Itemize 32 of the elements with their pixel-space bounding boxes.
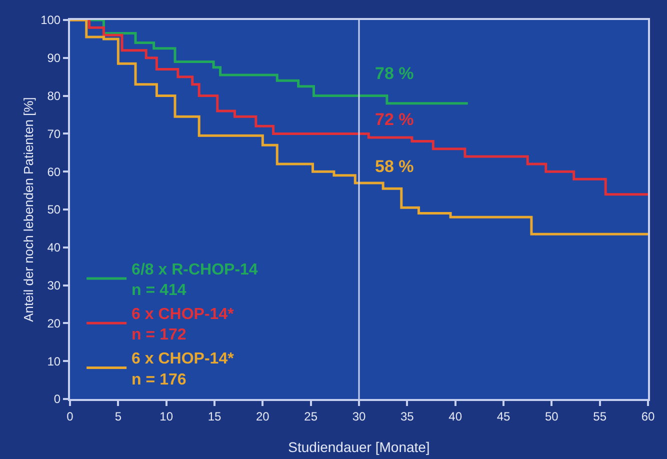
x-tick-label: 15 xyxy=(208,409,222,424)
x-tick-label: 40 xyxy=(448,409,462,424)
y-tick-label: 80 xyxy=(47,89,61,103)
legend-label: 6 x CHOP-14* n = 176 xyxy=(132,350,235,388)
annotation: 78 % xyxy=(375,64,414,83)
annotation: 58 % xyxy=(375,157,414,176)
y-tick-label: 90 xyxy=(47,51,61,66)
y-tick-label: 60 xyxy=(47,164,61,179)
x-tick-label: 35 xyxy=(400,409,414,424)
legend-label: 6 x CHOP-14* n = 172 xyxy=(132,306,235,344)
x-tick-label: 30 xyxy=(352,409,366,424)
x-axis-title: Studiendauer [Monate] xyxy=(288,439,430,455)
y-tick-label: 10 xyxy=(47,354,61,368)
y-tick-label: 50 xyxy=(47,202,61,217)
y-tick-label: 40 xyxy=(47,240,61,255)
x-tick-label: 0 xyxy=(66,409,74,424)
y-axis-title: Anteil der noch lebenden Patienten [%] xyxy=(21,97,36,322)
x-tick-label: 20 xyxy=(256,409,270,424)
x-tick-label: 10 xyxy=(160,409,174,424)
y-tick-label: 0 xyxy=(54,392,61,406)
x-tick-label: 60 xyxy=(641,409,655,424)
x-tick-label: 25 xyxy=(304,409,318,424)
x-tick-label: 50 xyxy=(544,409,559,424)
y-tick-label: 20 xyxy=(47,316,61,330)
x-tick-label: 45 xyxy=(496,409,510,424)
x-tick-label: 55 xyxy=(593,409,607,424)
annotation: 72 % xyxy=(375,110,414,129)
y-tick-label: 70 xyxy=(47,126,61,141)
x-tick-label: 5 xyxy=(114,409,122,424)
y-tick-label: 100 xyxy=(40,13,61,28)
legend-label: 6/8 x R-CHOP-14 n = 414 xyxy=(132,261,258,300)
y-tick-label: 30 xyxy=(47,278,61,292)
